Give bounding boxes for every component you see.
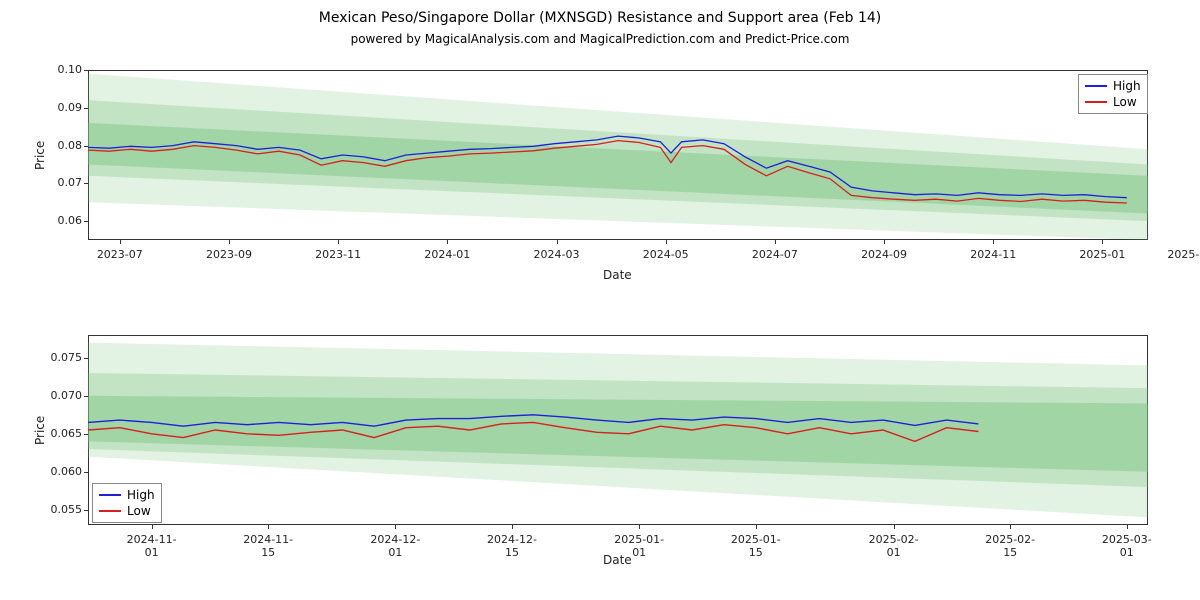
x-axis-label: Date xyxy=(603,268,632,282)
x-tick-label: 2023-09 xyxy=(199,248,259,261)
y-tick-mark xyxy=(84,472,88,473)
x-tick-label: 2024-09 xyxy=(854,248,914,261)
x-tick-label: 2024-12-15 xyxy=(482,533,542,559)
legend: High Low xyxy=(92,483,162,523)
x-tick-label: 2024-11-15 xyxy=(238,533,298,559)
x-tick-mark xyxy=(395,525,396,529)
legend-item: High xyxy=(99,487,155,503)
x-tick-mark xyxy=(152,525,153,529)
y-tick-mark xyxy=(84,146,88,147)
x-tick-mark xyxy=(639,525,640,529)
y-tick-label: 0.10 xyxy=(32,63,82,76)
y-tick-label: 0.06 xyxy=(32,214,82,227)
x-tick-mark xyxy=(775,240,776,244)
x-tick-mark xyxy=(512,525,513,529)
legend-line xyxy=(1085,101,1107,103)
x-tick-label: 2024-07 xyxy=(745,248,805,261)
chart-subtitle: powered by MagicalAnalysis.com and Magic… xyxy=(0,32,1200,46)
bottom-chart xyxy=(88,335,1148,525)
y-tick-mark xyxy=(84,510,88,511)
legend-label: Low xyxy=(127,504,151,518)
x-tick-label: 2025-03 xyxy=(1160,248,1200,261)
y-tick-label: 0.08 xyxy=(32,139,82,152)
legend-item: Low xyxy=(1085,94,1141,110)
x-tick-label: 2024-11 xyxy=(963,248,1023,261)
x-tick-mark xyxy=(894,525,895,529)
legend-line xyxy=(99,510,121,512)
x-tick-mark xyxy=(557,240,558,244)
y-tick-mark xyxy=(84,396,88,397)
x-tick-mark xyxy=(1127,525,1128,529)
x-tick-label: 2025-01 xyxy=(1072,248,1132,261)
x-tick-mark xyxy=(268,525,269,529)
x-tick-mark xyxy=(1102,240,1103,244)
x-tick-mark xyxy=(884,240,885,244)
x-tick-mark xyxy=(1010,525,1011,529)
top-chart xyxy=(88,70,1148,240)
legend-item: Low xyxy=(99,503,155,519)
legend-label: Low xyxy=(1113,95,1137,109)
y-tick-label: 0.060 xyxy=(32,465,82,478)
x-tick-mark xyxy=(666,240,667,244)
x-tick-mark xyxy=(120,240,121,244)
y-tick-mark xyxy=(84,70,88,71)
x-tick-mark xyxy=(756,525,757,529)
y-tick-mark xyxy=(84,183,88,184)
legend-line xyxy=(99,494,121,496)
y-tick-mark xyxy=(84,358,88,359)
legend-item: High xyxy=(1085,78,1141,94)
y-tick-label: 0.07 xyxy=(32,176,82,189)
x-tick-label: 2024-01 xyxy=(417,248,477,261)
x-tick-label: 2025-01-01 xyxy=(609,533,669,559)
x-tick-mark xyxy=(993,240,994,244)
x-tick-label: 2023-07 xyxy=(90,248,150,261)
x-tick-label: 2024-12-01 xyxy=(365,533,425,559)
x-tick-label: 2024-03 xyxy=(527,248,587,261)
legend: High Low xyxy=(1078,74,1148,114)
legend-label: High xyxy=(127,488,155,502)
x-tick-label: 2025-01-15 xyxy=(726,533,786,559)
y-tick-label: 0.070 xyxy=(32,389,82,402)
x-tick-label: 2025-03-01 xyxy=(1097,533,1157,559)
x-tick-mark xyxy=(338,240,339,244)
x-tick-mark xyxy=(229,240,230,244)
legend-label: High xyxy=(1113,79,1141,93)
x-tick-label: 2025-02-15 xyxy=(980,533,1040,559)
y-tick-label: 0.09 xyxy=(32,101,82,114)
chart-title: Mexican Peso/Singapore Dollar (MXNSGD) R… xyxy=(0,10,1200,26)
y-tick-mark xyxy=(84,434,88,435)
x-tick-label: 2023-11 xyxy=(308,248,368,261)
legend-line xyxy=(1085,85,1107,87)
y-tick-mark xyxy=(84,221,88,222)
x-tick-label: 2024-05 xyxy=(636,248,696,261)
y-tick-label: 0.055 xyxy=(32,503,82,516)
x-tick-label: 2024-11-01 xyxy=(122,533,182,559)
y-tick-label: 0.065 xyxy=(32,427,82,440)
y-tick-mark xyxy=(84,108,88,109)
x-tick-mark xyxy=(447,240,448,244)
y-tick-label: 0.075 xyxy=(32,351,82,364)
x-tick-label: 2025-02-01 xyxy=(864,533,924,559)
